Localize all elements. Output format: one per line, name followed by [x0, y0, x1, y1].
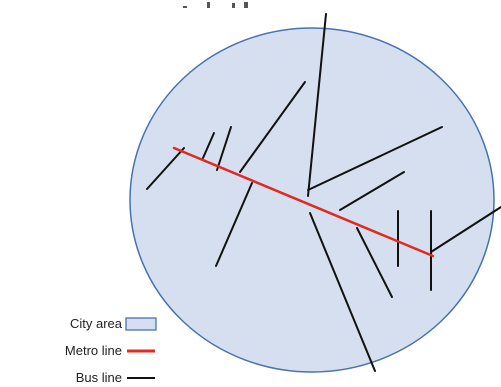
bus-line [215, 182, 253, 267]
bus-line [239, 81, 306, 173]
legend-city-area-label: City area [70, 316, 123, 331]
bus-line [356, 227, 393, 298]
bus-line [339, 171, 405, 211]
legend-bus-line-label: Bus line [76, 370, 122, 385]
city-area-circle [129, 27, 495, 373]
metro-line [172, 146, 435, 258]
bus-line [202, 132, 215, 159]
bus-line [307, 126, 443, 191]
legend: City area Metro line Bus line [65, 316, 157, 385]
bus-line [309, 212, 376, 372]
legend-metro-line-label: Metro line [65, 343, 122, 358]
bus-line [216, 126, 232, 171]
clipped-top-text [183, 2, 248, 8]
bus-lines [146, 13, 501, 372]
legend-city-area-swatch [125, 317, 157, 331]
bus-line [430, 206, 501, 253]
bus-line [307, 13, 327, 197]
bus-line [146, 147, 185, 190]
